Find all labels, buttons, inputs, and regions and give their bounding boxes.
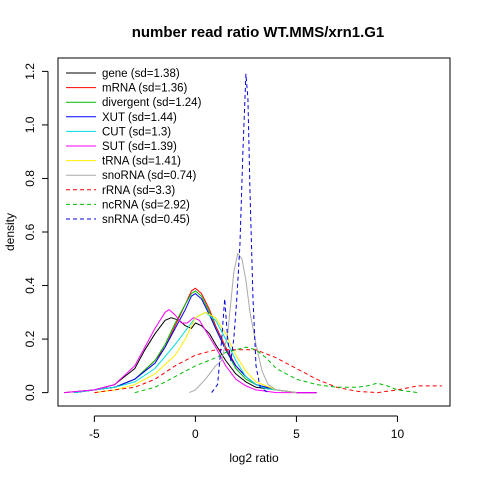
legend-label: rRNA (sd=3.3) <box>102 185 175 197</box>
legend-label: snoRNA (sd=0.74) <box>102 170 196 182</box>
legend-label: snRNA (sd=0.45) <box>102 214 190 226</box>
y-tick-label: 0.8 <box>23 170 37 187</box>
series-line-10 <box>211 73 269 394</box>
series-layer <box>64 73 442 394</box>
legend-label: divergent (sd=1.24) <box>102 97 202 109</box>
legend-label: XUT (sd=1.44) <box>102 112 177 124</box>
series-line-8 <box>94 349 442 394</box>
legend-label: gene (sd=1.38) <box>102 68 180 80</box>
axis-layer: -5 0 5 10 0.0 0.2 0.4 0.6 0.8 1.0 1.2 <box>23 63 404 441</box>
legend-label: tRNA (sd=1.41) <box>102 156 181 168</box>
series-line-7 <box>189 252 297 394</box>
series-line-9 <box>134 346 418 394</box>
series-line-5 <box>64 309 317 394</box>
series-line-6 <box>94 311 297 394</box>
x-axis-label: log2 ratio <box>229 451 279 465</box>
legend-label: CUT (sd=1.3) <box>102 126 171 138</box>
x-tick-label: 10 <box>391 427 405 441</box>
y-axis-label: density <box>3 213 17 251</box>
plot-frame <box>57 57 451 407</box>
x-tick-label: 5 <box>293 427 300 441</box>
legend-label: ncRNA (sd=2.92) <box>102 199 190 211</box>
x-tick-label: -5 <box>89 427 100 441</box>
x-tick-label: 0 <box>192 427 199 441</box>
chart-title: number read ratio WT.MMS/xrn1.G1 <box>132 24 385 41</box>
y-tick-label: 0.4 <box>23 277 37 294</box>
y-tick-label: 0.0 <box>23 384 37 401</box>
y-tick-label: 0.2 <box>23 330 37 347</box>
y-tick-label: 0.6 <box>23 223 37 240</box>
y-tick-label: 1.2 <box>23 63 37 80</box>
legend: gene (sd=1.38) mRNA (sd=1.36) divergent (s… <box>66 68 202 226</box>
y-tick-label: 1.0 <box>23 116 37 133</box>
legend-label: mRNA (sd=1.36) <box>102 83 187 95</box>
series-line-0 <box>64 317 317 394</box>
legend-label: SUT (sd=1.39) <box>102 141 177 153</box>
